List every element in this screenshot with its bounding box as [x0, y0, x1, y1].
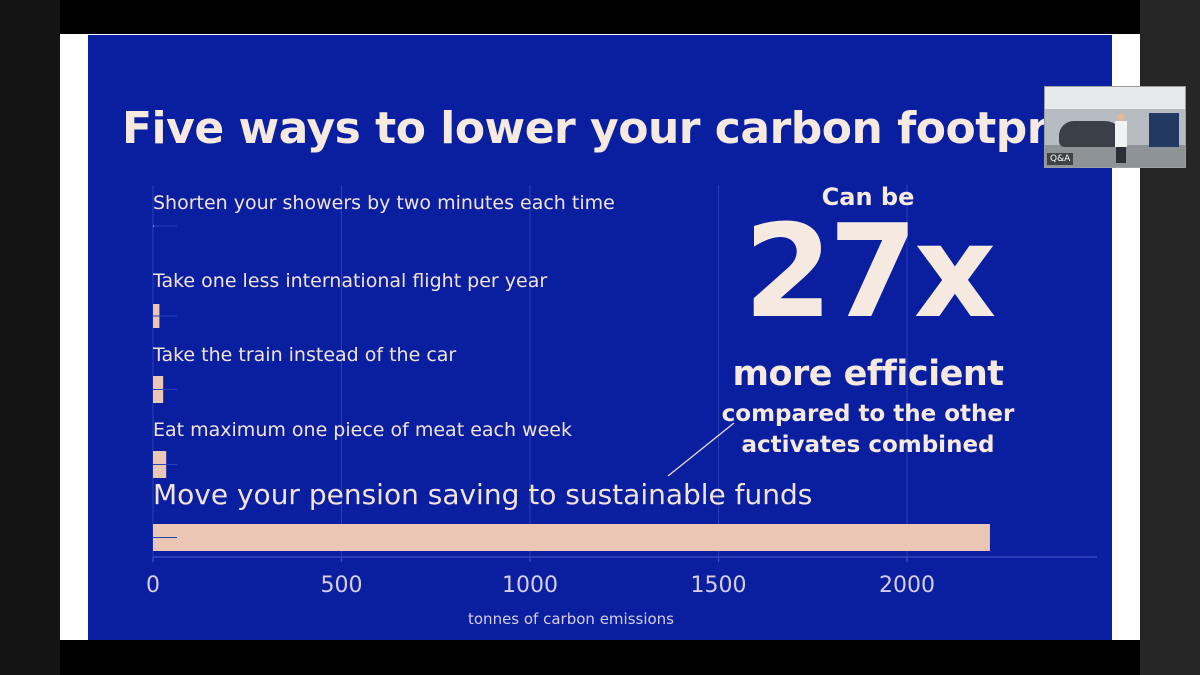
category-label-showers: Shorten your showers by two minutes each… — [153, 192, 615, 214]
speaker-figure-body — [1115, 121, 1127, 147]
x-tick-label-4: 2000 — [879, 573, 935, 598]
top-letterbox — [60, 0, 1140, 34]
video-car — [1059, 121, 1125, 147]
category-label-meat: Eat maximum one piece of meat each week — [153, 419, 572, 441]
x-tick-label-2: 1000 — [502, 573, 558, 598]
x-tick-label-3: 1500 — [691, 573, 747, 598]
video-display-screen — [1149, 113, 1179, 147]
speaker-video-thumbnail[interactable]: Q&A — [1044, 86, 1186, 168]
category-label-flight: Take one less international flight per y… — [153, 270, 548, 292]
category-label-pension: Move your pension saving to sustainable … — [153, 478, 813, 511]
callout-comparison-line1: compared to the other — [721, 401, 1015, 427]
x-tick-label-0: 0 — [146, 573, 160, 598]
slide-title: Five ways to lower your carbon footprint — [122, 103, 1112, 154]
speaker-figure-head — [1117, 113, 1125, 121]
video-floor — [1045, 145, 1185, 167]
video-label-badge: Q&A — [1047, 153, 1074, 165]
callout-pointer-line — [667, 422, 735, 477]
callout-efficiency: more efficient — [732, 354, 1004, 394]
bottom-letterbox — [60, 640, 1140, 675]
callout-comparison: compared to the other activates combined — [718, 399, 1018, 461]
bar-pension — [153, 524, 990, 551]
category-label-train: Take the train instead of the car — [153, 344, 457, 366]
left-letterbox — [0, 0, 60, 675]
callout-prefix: Can be — [821, 183, 915, 211]
x-tick-label-1: 500 — [321, 573, 363, 598]
video-ceiling — [1045, 87, 1185, 109]
callout-comparison-line2: activates combined — [741, 432, 995, 458]
x-axis-label: tonnes of carbon emissions — [468, 610, 674, 628]
presentation-slide: Five ways to lower your carbon footprint… — [88, 35, 1112, 640]
callout-multiplier: 27x — [743, 198, 997, 347]
bar-chart: 0 500 1000 1500 2000 — [146, 185, 1097, 598]
speaker-figure-legs — [1116, 147, 1126, 163]
